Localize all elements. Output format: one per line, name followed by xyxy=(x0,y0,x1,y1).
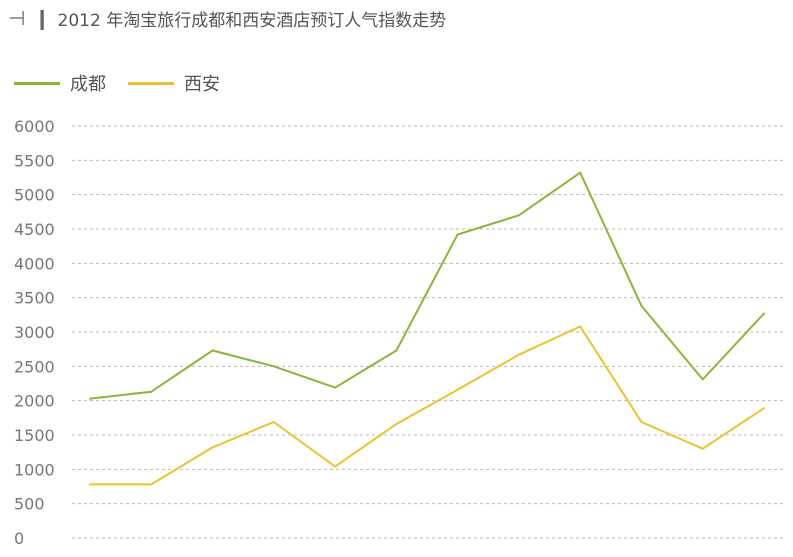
y-tick-label: 2500 xyxy=(14,357,55,376)
data-point-chengdu xyxy=(763,312,765,315)
y-tick-label: 2000 xyxy=(14,392,55,411)
legend: 成都 西安 xyxy=(14,70,242,96)
data-point-xian xyxy=(640,420,643,423)
chart-title-row: ⊣ ❙ 2012 年淘宝旅行成都和西安酒店预订人气指数走势 xyxy=(8,4,446,32)
data-point-xian xyxy=(150,483,153,486)
data-point-xian xyxy=(456,388,459,391)
data-point-xian xyxy=(334,465,337,468)
data-point-chengdu xyxy=(395,349,398,352)
data-point-chengdu xyxy=(579,171,582,174)
data-point-xian xyxy=(272,420,275,423)
data-point-xian xyxy=(395,423,398,426)
y-tick-label: 4000 xyxy=(14,254,55,273)
legend-item-xian: 西安 xyxy=(128,70,220,96)
data-point-chengdu xyxy=(334,386,337,389)
y-tick-label: 5000 xyxy=(14,186,55,205)
data-point-chengdu xyxy=(89,397,91,400)
data-point-xian xyxy=(89,483,91,486)
y-tick-label: 3000 xyxy=(14,323,55,342)
legend-swatch-chengdu xyxy=(14,81,60,85)
y-tick-label: 0 xyxy=(14,529,24,548)
y-tick-label: 4500 xyxy=(14,220,55,239)
data-point-chengdu xyxy=(701,378,704,381)
data-point-chengdu xyxy=(640,304,643,307)
title-marker-icon: ⊣ ❙ xyxy=(8,6,52,30)
data-point-chengdu xyxy=(150,390,153,393)
series-line-chengdu xyxy=(89,171,765,400)
legend-label-chengdu: 成都 xyxy=(70,74,106,95)
data-point-xian xyxy=(579,325,582,328)
data-point-chengdu xyxy=(456,233,459,236)
y-tick-label: 6000 xyxy=(14,117,55,136)
y-tick-label: 500 xyxy=(14,495,45,514)
series-line-xian xyxy=(90,325,765,486)
legend-label-xian: 西安 xyxy=(184,74,220,95)
y-tick-label: 5500 xyxy=(14,151,55,170)
y-tick-label: 1500 xyxy=(14,426,55,445)
data-point-chengdu xyxy=(517,214,520,217)
data-point-chengdu xyxy=(211,349,214,352)
data-point-xian xyxy=(763,407,765,410)
data-point-xian xyxy=(517,353,520,356)
legend-swatch-xian xyxy=(128,81,174,85)
data-point-xian xyxy=(211,446,214,449)
legend-item-chengdu: 成都 xyxy=(14,70,106,96)
chart-title: 2012 年淘宝旅行成都和西安酒店预订人气指数走势 xyxy=(57,10,447,31)
data-point-xian xyxy=(701,447,704,450)
data-point-chengdu xyxy=(272,365,275,368)
y-tick-label: 1000 xyxy=(14,460,55,479)
y-tick-label: 3500 xyxy=(14,289,55,308)
